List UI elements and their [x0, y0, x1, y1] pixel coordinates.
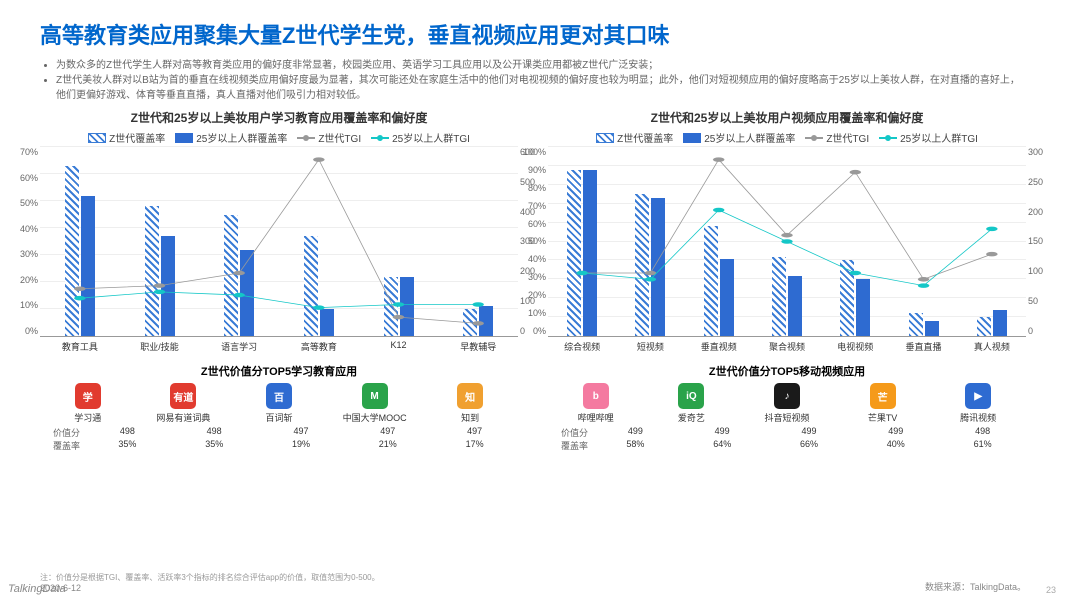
app-item: ▶ 腾讯视频: [930, 383, 1026, 424]
bar-ocov: [400, 277, 414, 336]
app-item: 学学习通: [40, 383, 136, 424]
bar-ocov: [993, 310, 1007, 336]
bar-zcov: [384, 277, 398, 336]
bar-zcov: [65, 166, 79, 336]
footnote: 注：价值分是根据TGI、覆盖率、活跃率3个指标的排名综合评估app的价值，取值范…: [40, 572, 380, 583]
app-item: ♪ 抖音短视频: [739, 383, 835, 424]
app-icon: 学: [75, 383, 101, 409]
bullet-1: 为数众多的Z世代学生人群对高等教育类应用的偏好度非常显著，校园类应用、英语学习工…: [56, 58, 1026, 73]
legend-solid-icon: [683, 133, 701, 143]
legend-teal-icon: [371, 137, 389, 139]
bar-ocov: [320, 309, 334, 336]
bar-zcov: [463, 309, 477, 336]
app-icon: 芒: [870, 383, 896, 409]
bar-zcov: [704, 226, 718, 336]
bar-ocov: [720, 259, 734, 336]
app-icon: 有道: [170, 383, 196, 409]
app-name: 爱奇艺: [644, 411, 740, 424]
chart-left: Z世代和25岁以上美妆用户学习教育应用覆盖率和偏好度 Z世代覆盖率 25岁以上人…: [40, 109, 518, 452]
app-icon: ▶: [965, 383, 991, 409]
app-name: 哔哩哔哩: [548, 411, 644, 424]
page-number: 23: [1046, 585, 1056, 595]
bar-zcov: [840, 260, 854, 336]
chart1-legend: Z世代覆盖率 25岁以上人群覆盖率 Z世代TGI 25岁以上人群TGI: [40, 130, 518, 145]
app-name: 网易有道词典: [136, 411, 232, 424]
app-name: 中国大学MOOC: [327, 411, 423, 424]
legend-solid-icon: [175, 133, 193, 143]
bar-ocov: [651, 198, 665, 336]
legend-hatch-icon: [596, 133, 614, 143]
app-item: 有道网易有道词典: [136, 383, 232, 424]
app-item: iQ 爱奇艺: [644, 383, 740, 424]
chart2-title: Z世代和25岁以上美妆用户视频应用覆盖率和偏好度: [548, 109, 1026, 126]
bar-zcov: [635, 194, 649, 336]
legend-otgi: 25岁以上人群TGI: [392, 130, 470, 145]
app-icon: iQ: [678, 383, 704, 409]
bar-ocov: [240, 250, 254, 336]
bar-zcov: [304, 236, 318, 336]
app-item: 芒芒果TV: [835, 383, 931, 424]
data-source: 数据来源：TalkingData。: [925, 580, 1026, 593]
app-item: 百百词斩: [231, 383, 327, 424]
app-icon: ♪: [774, 383, 800, 409]
legend-zcov: Z世代覆盖率: [617, 130, 673, 145]
app-name: 抖音短视频: [739, 411, 835, 424]
legend-teal-icon: [879, 137, 897, 139]
bar-ocov: [81, 196, 95, 336]
legend-ocov: 25岁以上人群覆盖率: [704, 130, 795, 145]
legend-otgi: 25岁以上人群TGI: [900, 130, 978, 145]
app-item: 知知到: [422, 383, 518, 424]
legend-ztgi: Z世代TGI: [318, 130, 361, 145]
legend-hatch-icon: [88, 133, 106, 143]
date: 2020-6-12: [40, 583, 380, 593]
app-name: 腾讯视频: [930, 411, 1026, 424]
bar-ocov: [925, 321, 939, 336]
bar-zcov: [909, 313, 923, 336]
table1-title: Z世代价值分TOP5学习教育应用: [40, 363, 518, 379]
table2-title: Z世代价值分TOP5移动视频应用: [548, 363, 1026, 379]
app-name: 学习通: [40, 411, 136, 424]
app-name: 知到: [422, 411, 518, 424]
chart2-legend: Z世代覆盖率 25岁以上人群覆盖率 Z世代TGI 25岁以上人群TGI: [548, 130, 1026, 145]
bullet-2: Z世代美妆人群对以B站为首的垂直在线视频类应用偏好度最为显著，其次可能还处在家庭…: [56, 73, 1026, 103]
bar-ocov: [856, 279, 870, 336]
chart1-title: Z世代和25岁以上美妆用户学习教育应用覆盖率和偏好度: [40, 109, 518, 126]
bar-zcov: [145, 206, 159, 336]
app-item: M 中国大学MOOC: [327, 383, 423, 424]
legend-grey-icon: [297, 137, 315, 139]
app-name: 百词斩: [231, 411, 327, 424]
app-icon: 知: [457, 383, 483, 409]
bar-zcov: [772, 257, 786, 336]
bar-zcov: [567, 170, 581, 336]
bar-zcov: [977, 317, 991, 336]
bar-ocov: [161, 236, 175, 336]
app-icon: 百: [266, 383, 292, 409]
page-title: 高等教育类应用聚集大量Z世代学生党，垂直视频应用更对其口味: [40, 18, 1026, 50]
bar-ocov: [788, 276, 802, 336]
app-name: 芒果TV: [835, 411, 931, 424]
chart-right: Z世代和25岁以上美妆用户视频应用覆盖率和偏好度 Z世代覆盖率 25岁以上人群覆…: [548, 109, 1026, 452]
legend-zcov: Z世代覆盖率: [109, 130, 165, 145]
app-item: b 哔哩哔哩: [548, 383, 644, 424]
app-icon: b: [583, 383, 609, 409]
bar-ocov: [583, 170, 597, 336]
brand-logo: TalkingData: [8, 583, 66, 595]
bar-zcov: [224, 215, 238, 337]
app-icon: M: [362, 383, 388, 409]
legend-ztgi: Z世代TGI: [826, 130, 869, 145]
legend-ocov: 25岁以上人群覆盖率: [196, 130, 287, 145]
bullet-list: 为数众多的Z世代学生人群对高等教育类应用的偏好度非常显著，校园类应用、英语学习工…: [40, 58, 1026, 103]
bar-ocov: [479, 306, 493, 336]
legend-grey-icon: [805, 137, 823, 139]
